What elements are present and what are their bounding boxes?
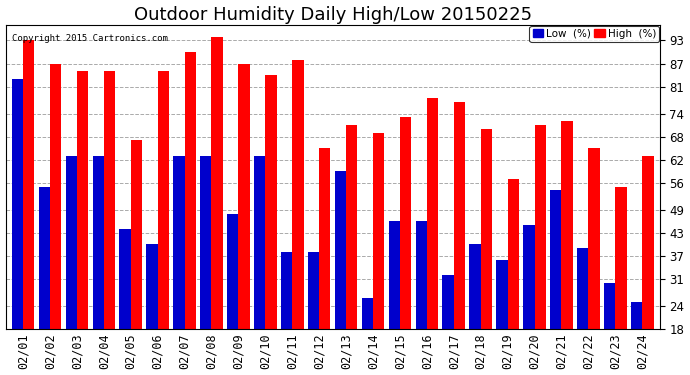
Bar	[293, 60, 304, 329]
Bar	[227, 214, 239, 329]
Bar	[77, 71, 88, 329]
Bar	[508, 179, 519, 329]
Bar	[185, 52, 196, 329]
Bar	[362, 298, 373, 329]
Bar	[631, 302, 642, 329]
Bar	[523, 225, 535, 329]
Bar	[454, 102, 465, 329]
Bar	[589, 148, 600, 329]
Bar	[308, 252, 319, 329]
Bar	[66, 156, 77, 329]
Bar	[550, 190, 562, 329]
Bar	[212, 37, 223, 329]
Bar	[157, 71, 169, 329]
Bar	[346, 125, 357, 329]
Bar	[335, 171, 346, 329]
Bar	[415, 221, 427, 329]
Bar	[427, 98, 438, 329]
Bar	[319, 148, 331, 329]
Bar	[615, 187, 627, 329]
Bar	[481, 129, 492, 329]
Bar	[535, 125, 546, 329]
Bar	[239, 64, 250, 329]
Bar	[50, 64, 61, 329]
Bar	[92, 156, 104, 329]
Bar	[12, 79, 23, 329]
Bar	[254, 156, 266, 329]
Bar	[442, 275, 454, 329]
Bar	[119, 229, 130, 329]
Bar	[104, 71, 115, 329]
Bar	[388, 221, 400, 329]
Bar	[23, 40, 34, 329]
Bar	[496, 260, 508, 329]
Bar	[604, 283, 615, 329]
Bar	[173, 156, 185, 329]
Bar	[281, 252, 293, 329]
Title: Outdoor Humidity Daily High/Low 20150225: Outdoor Humidity Daily High/Low 20150225	[134, 6, 532, 24]
Bar	[373, 133, 384, 329]
Legend: Low  (%), High  (%): Low (%), High (%)	[529, 26, 659, 42]
Bar	[469, 244, 481, 329]
Bar	[200, 156, 212, 329]
Bar	[39, 187, 50, 329]
Bar	[562, 121, 573, 329]
Bar	[400, 117, 411, 329]
Bar	[266, 75, 277, 329]
Bar	[146, 244, 157, 329]
Text: Copyright 2015 Cartronics.com: Copyright 2015 Cartronics.com	[12, 34, 168, 43]
Bar	[642, 156, 653, 329]
Bar	[577, 248, 589, 329]
Bar	[130, 141, 142, 329]
